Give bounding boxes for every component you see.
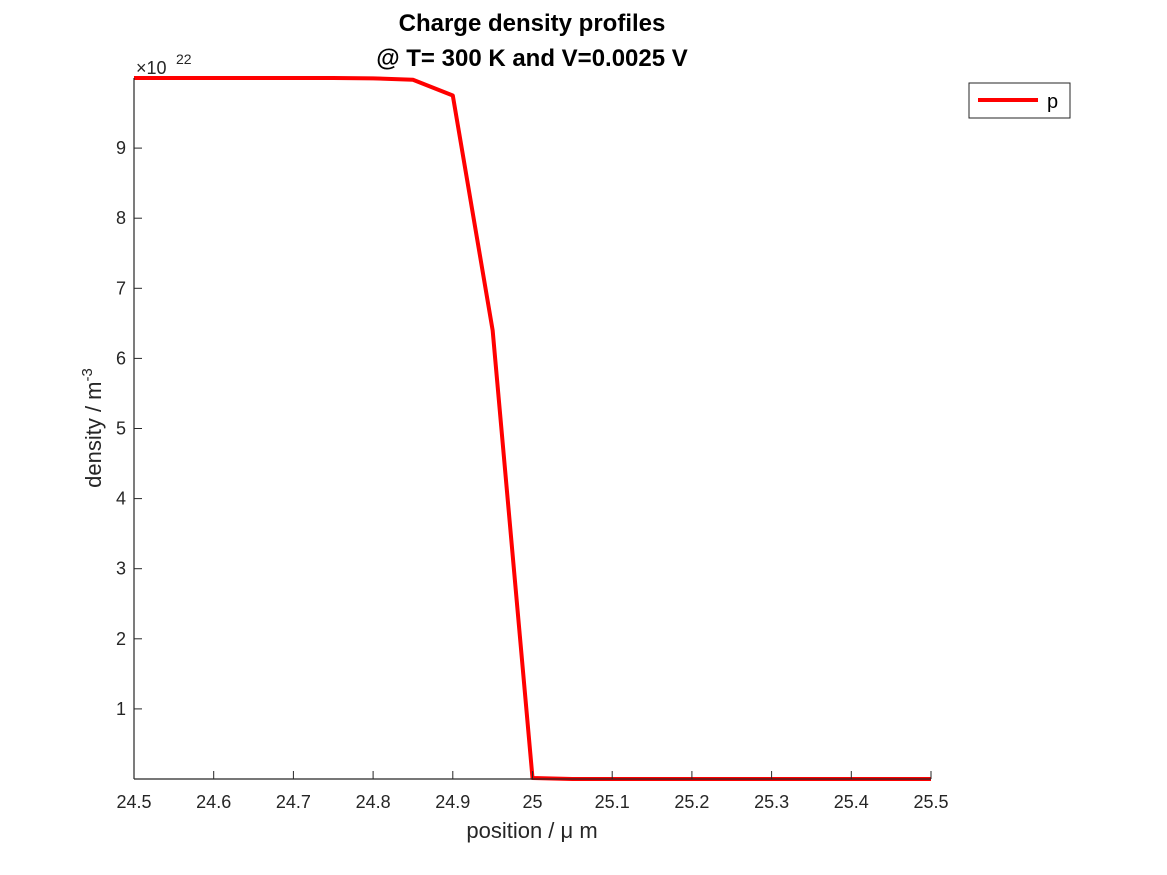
y-tick-label: 2 (116, 629, 126, 649)
y-tick-label: 1 (116, 699, 126, 719)
y-exponent-power: 22 (176, 51, 192, 67)
x-tick-label: 25.2 (674, 792, 709, 812)
chart-title: Charge density profiles @ T= 300 K and V… (376, 10, 688, 72)
x-tick-label: 25.5 (913, 792, 948, 812)
legend-label-p: p (1047, 91, 1058, 113)
x-axis-label-text: position / μ m (466, 818, 597, 843)
axes-background (134, 78, 931, 779)
y-tick-label: 9 (116, 138, 126, 158)
y-tick-label: 5 (116, 419, 126, 439)
y-axis-exponent: ×10 22 (136, 51, 192, 78)
x-tick-label: 24.7 (276, 792, 311, 812)
y-tick-label: 4 (116, 489, 126, 509)
x-tick-label: 24.9 (435, 792, 470, 812)
y-axis-label-text: density / m-3 (79, 368, 106, 488)
chart-title-line-1: Charge density profiles (399, 10, 666, 37)
x-tick-label: 25.3 (754, 792, 789, 812)
chart-title-line-2: @ T= 300 K and V=0.0025 V (376, 45, 688, 72)
y-axis-label-main: density / m (81, 381, 106, 487)
x-tick-label: 25.4 (834, 792, 869, 812)
x-tick-label: 24.6 (196, 792, 231, 812)
y-tick-label: 7 (116, 278, 126, 298)
y-tick-label: 8 (116, 208, 126, 228)
x-tick-label: 24.8 (356, 792, 391, 812)
x-axis-ticks: 24.5 24.6 24.7 24.8 24.9 25 25.1 25.2 25.3 25.4 25… (116, 771, 949, 812)
y-tick-label: 3 (116, 559, 126, 579)
y-axis-label-superscript: -3 (79, 368, 96, 381)
plot-area: 24.5 24.6 24.7 24.8 24.9 25 25.1 25.2 25.3 25.4 25… (116, 76, 949, 812)
y-axis-label: density / m-3 (79, 368, 106, 488)
y-exponent-prefix: ×10 (136, 58, 167, 78)
x-tick-label: 24.5 (116, 792, 151, 812)
y-tick-label: 6 (116, 348, 126, 368)
y-axis-ticks: 1 2 3 4 5 6 7 8 9 (116, 138, 142, 719)
x-tick-label: 25.1 (595, 792, 630, 812)
legend: p (968, 82, 1071, 119)
x-tick-label: 25 (522, 792, 542, 812)
x-axis-label: position / μ m (466, 818, 597, 843)
